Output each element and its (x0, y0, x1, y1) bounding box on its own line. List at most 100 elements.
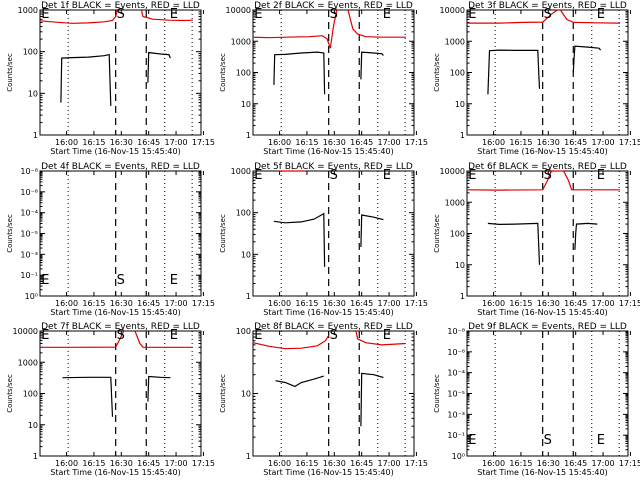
panel-det-6: Det 6f BLACK = Events, RED = LLD 1 10 100 10… (433, 162, 640, 317)
y-tick-label: 10⁻¹ (20, 271, 38, 280)
y-tick-label: 10⁻⁵ (20, 230, 38, 239)
y-tick-label: 1000 (231, 37, 251, 46)
marker-s: S (117, 328, 125, 343)
marker-e2: E (383, 7, 391, 22)
y-axis-label: Counts/sec (433, 374, 441, 413)
series-events-line (572, 45, 602, 73)
series-events-line (147, 51, 171, 83)
x-tick-label: 16:30 (110, 138, 133, 147)
marker-e2: E (597, 7, 605, 22)
series-lld-line (466, 170, 620, 191)
panel-det-3: Det 3f BLACK = Events, RED = LLD 1 10 100 10… (433, 1, 640, 156)
x-tick-label: 16:45 (564, 299, 587, 308)
y-tick-label: 1000 (18, 6, 38, 15)
y-tick-label: 1 (460, 131, 465, 140)
series-events-line (360, 372, 384, 427)
x-axis-label: Start Time (16-Nov-15 15:45:40) (477, 147, 607, 156)
x-tick-label: 16:15 (295, 299, 318, 308)
x-tick-label: 16:45 (350, 299, 373, 308)
marker-e2: E (383, 328, 391, 343)
y-tick-label: 10⁻⁸ (20, 167, 38, 176)
marker-s: S (117, 273, 125, 288)
series-lld-line (252, 335, 330, 350)
panel-det-8: Det 8f BLACK = Events, RED = LLD 1 10 100 16… (219, 322, 428, 477)
y-axis-label: Counts/sec (219, 214, 227, 253)
x-tick-label: 16:30 (537, 138, 560, 147)
y-tick-label: 10⁰ (452, 452, 465, 461)
panel-title: Det 1f BLACK = Events, RED = LLD (41, 1, 200, 11)
marker-s: S (330, 328, 338, 343)
x-axis-label: Start Time (16-Nov-15 15:45:40) (477, 468, 607, 477)
series-events-line (147, 375, 171, 402)
series-events-line (487, 222, 541, 265)
series-events-line (574, 222, 598, 250)
series-lld-line (134, 330, 193, 348)
series-events-line (487, 49, 541, 95)
marker-e1: E (41, 7, 49, 22)
y-tick-label: 100 (236, 209, 251, 218)
plot-frame (252, 170, 415, 297)
panel-title: Det 6f BLACK = Events, RED = LLD (468, 162, 627, 172)
x-tick-label: 16:30 (110, 299, 133, 308)
marker-s: S (330, 7, 338, 22)
x-tick-label: 16:00 (55, 138, 78, 147)
series-lld-line (355, 330, 406, 346)
marker-e1: E (41, 273, 49, 288)
y-tick-label: 10 (28, 421, 38, 430)
x-tick-label: 17:00 (165, 299, 188, 308)
x-axis-label: Start Time (16-Nov-15 15:45:40) (263, 147, 393, 156)
x-tick-label: 17:00 (378, 138, 401, 147)
y-tick-label: 10 (241, 390, 251, 399)
x-tick-label: 17:15 (405, 459, 428, 468)
x-tick-label: 16:45 (564, 138, 587, 147)
panel-title: Det 8f BLACK = Events, RED = LLD (254, 322, 413, 332)
x-tick-label: 17:15 (619, 299, 640, 308)
series-lld-line (40, 330, 125, 348)
y-tick-label: 10⁻⁴ (20, 209, 38, 218)
y-tick-label: 1000 (18, 358, 38, 367)
panel-title: Det 2f BLACK = Events, RED = LLD (254, 1, 413, 11)
x-tick-label: 16:30 (537, 459, 560, 468)
marker-e2: E (170, 7, 178, 22)
x-axis-label: Start Time (16-Nov-15 15:45:40) (477, 308, 607, 317)
y-tick-label: 10000 (226, 6, 251, 15)
series-lld-line (39, 9, 118, 24)
x-axis-label: Start Time (16-Nov-15 15:45:40) (263, 468, 393, 477)
marker-e1: E (254, 7, 262, 22)
x-tick-label: 16:15 (509, 299, 532, 308)
series-events-line (360, 51, 384, 80)
x-tick-label: 17:15 (619, 138, 640, 147)
x-tick-label: 16:00 (55, 299, 78, 308)
x-tick-label: 16:45 (350, 459, 373, 468)
y-tick-label: 10000 (440, 167, 465, 176)
plot-frame (252, 330, 415, 457)
panel-det-1: Det 1f BLACK = Events, RED = LLD 1 10 100 10… (6, 1, 215, 156)
y-tick-label: 1 (246, 452, 251, 461)
y-tick-label: 1 (33, 452, 38, 461)
x-tick-label: 17:15 (192, 138, 215, 147)
y-axis-label: Counts/sec (219, 374, 227, 413)
x-tick-label: 16:45 (564, 459, 587, 468)
y-tick-label: 1 (246, 292, 251, 301)
panel-det-9: Det 9f BLACK = Events, RED = LLD 10⁰ 10⁻¹ 1… (433, 322, 640, 477)
y-axis-label: Counts/sec (6, 53, 14, 92)
x-tick-label: 16:15 (82, 138, 105, 147)
x-tick-label: 16:45 (350, 138, 373, 147)
y-tick-label: 1 (246, 131, 251, 140)
y-tick-label: 100 (23, 48, 38, 57)
panel-det-5: Det 5f BLACK = Events, RED = LLD 1 10 100 10… (219, 162, 428, 317)
y-tick-label: 10 (455, 100, 465, 109)
y-tick-label: 100 (236, 327, 251, 336)
panel-det-2: Det 2f BLACK = Events, RED = LLD 1 10 100 10… (219, 1, 428, 156)
y-tick-label: 100 (23, 390, 38, 399)
series-events-line (273, 212, 326, 267)
plot-frame (466, 9, 629, 136)
plot-frame (39, 330, 202, 457)
x-tick-label: 17:15 (405, 138, 428, 147)
y-tick-label: 10⁻⁵ (447, 390, 465, 399)
marker-s: S (544, 168, 552, 183)
x-tick-label: 16:15 (509, 459, 532, 468)
marker-e2: E (597, 433, 605, 448)
y-tick-label: 10 (28, 89, 38, 98)
y-tick-label: 10⁻⁶ (447, 348, 465, 357)
